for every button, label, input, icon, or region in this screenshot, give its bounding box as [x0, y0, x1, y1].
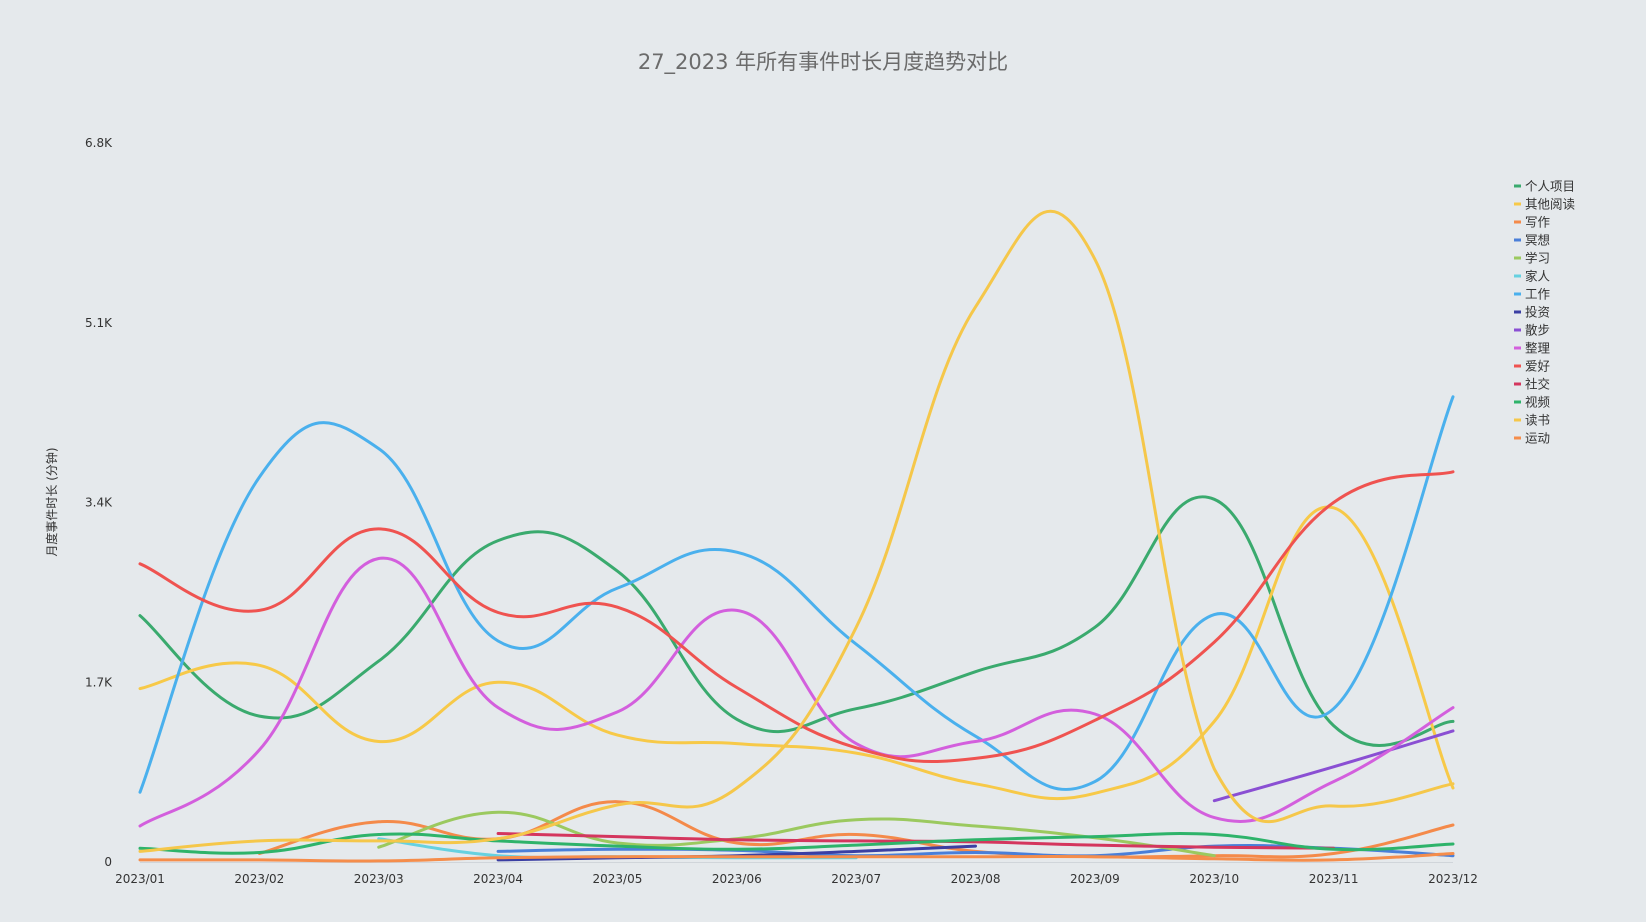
x-tick-label: 2023/12: [1428, 872, 1478, 886]
x-tick-label: 2023/07: [831, 872, 881, 886]
series-line: [138, 495, 1455, 747]
legend-item[interactable]: 学习: [1514, 251, 1550, 266]
y-tick-label: 1.7K: [85, 675, 113, 689]
x-tick-label: 2023/06: [712, 872, 762, 886]
legend-label: 运动: [1525, 431, 1550, 446]
y-axis-title: 月度事件时长 (分钟): [44, 447, 59, 556]
legend-item[interactable]: 视频: [1514, 395, 1551, 410]
legend-label: 写作: [1525, 215, 1551, 230]
series-line-path: [138, 832, 1455, 855]
legend-item[interactable]: 冥想: [1514, 233, 1550, 248]
series-line-path: [257, 800, 1455, 859]
x-tick-label: 2023/04: [473, 872, 523, 886]
legend-label: 爱好: [1525, 359, 1550, 374]
legend-item[interactable]: 散步: [1514, 323, 1550, 338]
series-line-path: [138, 852, 1455, 863]
legend-item[interactable]: 爱好: [1514, 359, 1550, 374]
series-line-path: [1212, 729, 1455, 803]
legend-item[interactable]: 家人: [1514, 269, 1551, 284]
x-axis-ticks: 2023/01 2023/02 2023/03 2023/04 2023/05 2023/…: [115, 872, 1478, 886]
series-line: [138, 556, 1455, 828]
series-line: [138, 395, 1455, 794]
legend-label: 视频: [1525, 395, 1551, 410]
series-lines: [138, 209, 1455, 863]
legend-item[interactable]: 运动: [1514, 431, 1550, 446]
series-line: [138, 505, 1455, 801]
legend-item[interactable]: 投资: [1514, 305, 1550, 320]
series-line: [138, 470, 1455, 764]
legend-item[interactable]: 读书: [1514, 413, 1550, 428]
legend-label: 散步: [1525, 323, 1550, 338]
series-line-path: [138, 470, 1455, 764]
legend-label: 个人项目: [1525, 179, 1575, 194]
legend-item[interactable]: 个人项目: [1514, 179, 1575, 194]
series-line: [377, 810, 1216, 858]
series-line-path: [138, 556, 1455, 828]
legend-label: 投资: [1525, 305, 1550, 320]
y-tick-label: 3.4K: [85, 496, 113, 510]
series-line-path: [138, 209, 1455, 853]
legend-label: 读书: [1525, 413, 1550, 428]
legend-label: 冥想: [1525, 233, 1550, 248]
x-tick-label: 2023/03: [354, 872, 404, 886]
series-line-path: [377, 810, 1216, 858]
legend-label: 其他阅读: [1525, 197, 1575, 212]
x-tick-label: 2023/01: [115, 872, 165, 886]
series-line: [138, 209, 1455, 853]
series-line: [138, 852, 1455, 863]
legend-label: 社交: [1525, 377, 1550, 392]
legend-label: 家人: [1525, 269, 1551, 284]
chart-title: 27_2023 年所有事件时长月度趋势对比: [638, 50, 1008, 75]
legend-label: 整理: [1525, 341, 1551, 356]
series-line-path: [138, 505, 1455, 801]
series-line-path: [138, 495, 1455, 747]
y-tick-label: 5.1K: [85, 316, 113, 330]
series-line: [257, 800, 1455, 859]
x-tick-label: 2023/02: [234, 872, 284, 886]
y-tick-label: 0: [104, 855, 112, 869]
legend-item[interactable]: 工作: [1514, 287, 1551, 302]
x-tick-label: 2023/08: [951, 872, 1001, 886]
legend-item[interactable]: 其他阅读: [1514, 197, 1575, 212]
legend-label: 工作: [1525, 287, 1551, 302]
series-line-path: [138, 395, 1455, 794]
legend-item[interactable]: 整理: [1514, 341, 1551, 356]
legend-item[interactable]: 写作: [1514, 215, 1551, 230]
y-axis-ticks: 0 1.7K 3.4K 5.1K 6.8K: [85, 136, 113, 869]
x-tick-label: 2023/11: [1309, 872, 1359, 886]
x-tick-label: 2023/09: [1070, 872, 1120, 886]
y-tick-label: 6.8K: [85, 136, 113, 150]
x-tick-label: 2023/10: [1189, 872, 1239, 886]
x-tick-label: 2023/05: [593, 872, 643, 886]
series-line: [138, 832, 1455, 855]
legend-label: 学习: [1525, 251, 1550, 266]
legend-item[interactable]: 社交: [1514, 377, 1550, 392]
series-line: [1212, 729, 1455, 803]
